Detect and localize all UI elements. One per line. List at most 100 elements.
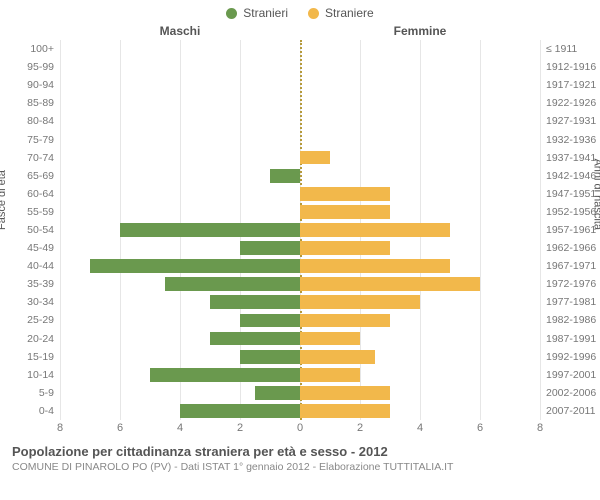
birth-tick: 1952-1956 bbox=[540, 206, 600, 218]
bar-cell bbox=[60, 130, 540, 148]
birth-tick: ≤ 1911 bbox=[540, 43, 600, 55]
bar-female bbox=[300, 205, 390, 219]
pyramid-row: 60-641947-1951 bbox=[0, 185, 600, 203]
birth-tick: 2007-2011 bbox=[540, 405, 600, 417]
bar-male bbox=[255, 386, 300, 400]
pyramid-row: 45-491962-1966 bbox=[0, 239, 600, 257]
bar-cell bbox=[60, 330, 540, 348]
legend-item-female: Straniere bbox=[308, 6, 374, 20]
pyramid-row: 85-89 1922-1926 bbox=[0, 94, 600, 112]
bar-female bbox=[300, 295, 420, 309]
footer: Popolazione per cittadinanza straniera p… bbox=[0, 438, 600, 473]
pyramid-row: 20-241987-1991 bbox=[0, 330, 600, 348]
birth-tick: 1942-1946 bbox=[540, 170, 600, 182]
age-tick: 65-69 bbox=[0, 170, 60, 182]
legend-label-male: Stranieri bbox=[243, 6, 288, 20]
bar-cell bbox=[60, 311, 540, 329]
bar-cell bbox=[60, 40, 540, 58]
pyramid-row: 0-4 2007-2011 bbox=[0, 402, 600, 420]
bar-cell bbox=[60, 203, 540, 221]
pyramid-row: 65-69 1942-1946 bbox=[0, 167, 600, 185]
legend-swatch-male bbox=[226, 8, 237, 19]
age-tick: 50-54 bbox=[0, 224, 60, 236]
pyramid-row: 75-79 1932-1936 bbox=[0, 130, 600, 148]
birth-tick: 1922-1926 bbox=[540, 97, 600, 109]
pyramid-row: 25-29 1982-1986 bbox=[0, 311, 600, 329]
bar-male bbox=[180, 404, 300, 418]
bar-cell bbox=[60, 76, 540, 94]
age-tick: 40-44 bbox=[0, 260, 60, 272]
x-tick: 0 bbox=[297, 422, 303, 434]
pyramid-row: 55-591952-1956 bbox=[0, 203, 600, 221]
pyramid-row: 10-141997-2001 bbox=[0, 366, 600, 384]
age-tick: 5-9 bbox=[0, 387, 60, 399]
legend-swatch-female bbox=[308, 8, 319, 19]
bar-cell bbox=[60, 384, 540, 402]
x-tick: 4 bbox=[177, 422, 183, 434]
pyramid-row: 100+ ≤ 1911 bbox=[0, 40, 600, 58]
bar-female bbox=[300, 187, 390, 201]
age-tick: 45-49 bbox=[0, 242, 60, 254]
birth-tick: 1937-1941 bbox=[540, 152, 600, 164]
legend: Stranieri Straniere bbox=[0, 0, 600, 20]
age-tick: 20-24 bbox=[0, 333, 60, 345]
bar-cell bbox=[60, 167, 540, 185]
bar-cell bbox=[60, 94, 540, 112]
bar-male bbox=[270, 169, 300, 183]
bar-male bbox=[210, 332, 300, 346]
age-tick: 15-19 bbox=[0, 351, 60, 363]
bar-female bbox=[300, 241, 390, 255]
bar-male bbox=[240, 241, 300, 255]
age-tick: 30-34 bbox=[0, 296, 60, 308]
x-tick: 2 bbox=[237, 422, 243, 434]
bar-female bbox=[300, 151, 330, 165]
bar-cell bbox=[60, 58, 540, 76]
x-tick: 4 bbox=[417, 422, 423, 434]
age-tick: 70-74 bbox=[0, 152, 60, 164]
pyramid-row: 30-34 1977-1981 bbox=[0, 293, 600, 311]
bar-female bbox=[300, 332, 360, 346]
birth-tick: 1957-1961 bbox=[540, 224, 600, 236]
bar-male bbox=[120, 223, 300, 237]
bar-male bbox=[150, 368, 300, 382]
x-tick: 2 bbox=[357, 422, 363, 434]
birth-tick: 1912-1916 bbox=[540, 61, 600, 73]
age-tick: 0-4 bbox=[0, 405, 60, 417]
bar-cell bbox=[60, 402, 540, 420]
age-tick: 35-39 bbox=[0, 278, 60, 290]
bar-female bbox=[300, 277, 480, 291]
bar-female bbox=[300, 350, 375, 364]
pyramid-row: 70-74 1937-1941 bbox=[0, 149, 600, 167]
pyramid-rows: 100+≤ 191195-991912-191690-941917-192185… bbox=[0, 40, 600, 420]
birth-tick: 1947-1951 bbox=[540, 188, 600, 200]
pyramid-row: 40-44 1967-1971 bbox=[0, 257, 600, 275]
age-tick: 100+ bbox=[0, 43, 60, 55]
x-tick: 8 bbox=[57, 422, 63, 434]
bar-male bbox=[210, 295, 300, 309]
birth-tick: 1982-1986 bbox=[540, 314, 600, 326]
bar-female bbox=[300, 259, 450, 273]
age-tick: 85-89 bbox=[0, 97, 60, 109]
bar-female bbox=[300, 314, 390, 328]
legend-item-male: Stranieri bbox=[226, 6, 288, 20]
birth-tick: 1927-1931 bbox=[540, 115, 600, 127]
x-axis: 864202468 bbox=[0, 420, 600, 438]
bar-male bbox=[165, 277, 300, 291]
birth-tick: 1967-1971 bbox=[540, 260, 600, 272]
x-tick: 6 bbox=[477, 422, 483, 434]
age-tick: 25-29 bbox=[0, 314, 60, 326]
pyramid-row: 95-991912-1916 bbox=[0, 58, 600, 76]
bar-male bbox=[90, 259, 300, 273]
birth-tick: 1992-1996 bbox=[540, 351, 600, 363]
age-tick: 75-79 bbox=[0, 134, 60, 146]
birth-tick: 1932-1936 bbox=[540, 134, 600, 146]
bar-cell bbox=[60, 112, 540, 130]
bar-male bbox=[240, 314, 300, 328]
bar-female bbox=[300, 386, 390, 400]
bar-cell bbox=[60, 221, 540, 239]
bar-female bbox=[300, 368, 360, 382]
birth-tick: 1997-2001 bbox=[540, 369, 600, 381]
bar-cell bbox=[60, 185, 540, 203]
legend-label-female: Straniere bbox=[325, 6, 374, 20]
birth-tick: 1977-1981 bbox=[540, 296, 600, 308]
